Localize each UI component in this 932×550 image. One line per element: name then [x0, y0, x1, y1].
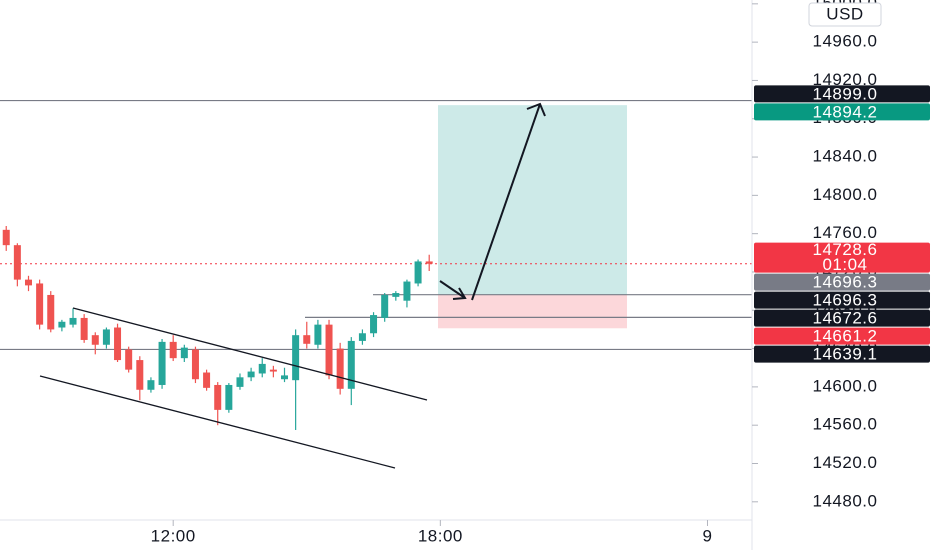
candle-body	[314, 324, 322, 345]
candle-body	[114, 327, 122, 361]
candle-body	[136, 360, 144, 390]
price-label-box	[754, 103, 930, 121]
candle-body	[403, 281, 411, 301]
candle-body	[36, 283, 44, 325]
candle-body	[425, 261, 433, 264]
y-tick-label: 14560.0	[813, 415, 878, 434]
price-labels: 14899.014894.214728.601:0414696.314696.3…	[754, 84, 930, 364]
candle-body	[236, 377, 244, 387]
price-label: 14696.3	[813, 291, 878, 310]
candle-body	[158, 341, 166, 385]
candle-body	[58, 321, 66, 328]
candle-body	[247, 371, 255, 378]
price-label: 14894.2	[813, 102, 878, 121]
candle-body	[258, 363, 266, 374]
candle-body	[2, 229, 10, 246]
price-label-box	[754, 291, 930, 309]
x-tick-label: 12:00	[151, 526, 196, 545]
price-label: 14696.3	[813, 273, 878, 292]
price-label-box	[754, 273, 930, 291]
y-tick-label: 14520.0	[813, 453, 878, 472]
plot-area	[0, 99, 752, 430]
y-tick-label: 14760.0	[813, 223, 878, 242]
candle-body	[191, 349, 199, 380]
price-label-box	[754, 309, 930, 327]
y-tick-label: 14920.0	[813, 70, 878, 89]
price-label-box	[754, 85, 930, 103]
candle-body	[214, 384, 222, 410]
candle-body	[147, 380, 155, 390]
loss-zone	[438, 294, 627, 329]
arrowhead	[526, 102, 546, 117]
candle-body	[292, 335, 300, 381]
price-label-box	[754, 345, 930, 363]
y-tick-label: 14800.0	[813, 185, 878, 204]
candle-body	[13, 245, 21, 280]
candle-body	[91, 335, 99, 345]
candle-body	[336, 348, 344, 389]
candle-body	[381, 294, 389, 318]
profit-zone	[438, 105, 627, 295]
y-tick-label: 14600.0	[813, 376, 878, 395]
price-label: 14639.1	[813, 345, 878, 364]
candle-body	[347, 340, 355, 389]
candle-body	[80, 317, 88, 340]
candle-body	[269, 369, 277, 372]
candle-body	[358, 333, 366, 341]
candle-body	[169, 341, 177, 359]
arrow	[439, 280, 466, 299]
x-tick-label: 18:00	[418, 526, 463, 545]
candle-body	[414, 261, 422, 284]
candle-body	[281, 375, 289, 380]
channel-line	[39, 375, 396, 469]
arrow	[471, 103, 541, 301]
currency-box	[808, 2, 882, 27]
price-label-box	[754, 242, 930, 273]
price-label-box	[754, 327, 930, 345]
drawings	[39, 102, 546, 469]
y-tick-label: 14480.0	[813, 491, 878, 510]
candle-body	[102, 329, 110, 345]
price-label: 14899.0	[813, 84, 878, 103]
price-label: 14728.6	[813, 240, 878, 259]
candle-body	[180, 347, 188, 359]
price-label: 14672.6	[813, 309, 878, 328]
candle-body	[24, 279, 32, 286]
y-tick-label: 14840.0	[813, 147, 878, 166]
candle-body	[69, 317, 77, 325]
x-tick-label: 9	[702, 526, 712, 545]
candle-body	[392, 293, 400, 297]
candle-body	[125, 349, 133, 370]
candle-body	[325, 324, 333, 376]
candle-body	[47, 294, 55, 330]
countdown: 01:04	[822, 255, 867, 274]
price-label: 14661.2	[813, 327, 878, 346]
currency: USD	[826, 4, 863, 23]
candle-body	[370, 315, 378, 334]
candle-body	[225, 384, 233, 410]
arrowhead	[452, 287, 467, 300]
channel-line	[72, 307, 428, 401]
candle-body	[203, 372, 211, 388]
candle-body	[303, 335, 311, 344]
y-tick-label: 14960.0	[813, 32, 878, 51]
